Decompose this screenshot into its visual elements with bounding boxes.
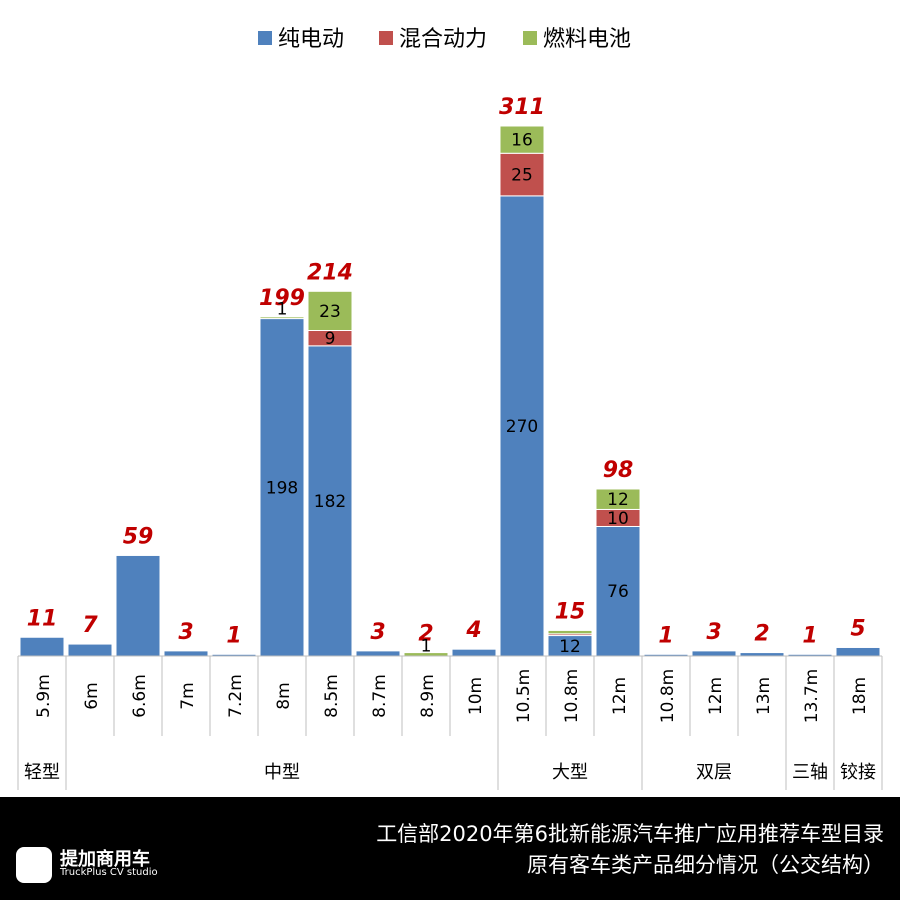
bar-segment	[595, 488, 641, 510]
group-label: 双层	[696, 762, 732, 783]
legend-label: 燃料电池	[543, 27, 631, 52]
category-tick-label: 5.9m	[34, 674, 54, 718]
category-tick-label: 6.6m	[130, 674, 150, 718]
group-label: 轻型	[24, 762, 60, 783]
segment-label: 23	[319, 302, 341, 322]
total-label: 1	[802, 623, 817, 648]
bar-segment	[67, 643, 113, 657]
segment-label: 1	[277, 300, 288, 320]
caption-line-2: 原有客车类产品细分情况（公交结构）	[527, 853, 884, 877]
category-tick-label: 8.5m	[322, 674, 342, 718]
total-label: 3	[370, 620, 385, 645]
segment-label: 198	[266, 478, 298, 498]
segment-label: 182	[314, 492, 346, 512]
category-tick-label: 8m	[274, 682, 294, 709]
logo-badge-icon	[16, 847, 52, 883]
legend-label: 混合动力	[399, 27, 487, 52]
total-label: 5	[850, 616, 865, 641]
total-label: 311	[499, 95, 545, 120]
segment-label: 25	[511, 166, 533, 186]
segment-label: 16	[511, 131, 533, 151]
total-label: 7	[82, 613, 98, 638]
bar-segment	[547, 629, 593, 635]
category-tick-label: 7m	[178, 682, 198, 709]
legend-swatch	[379, 31, 393, 45]
bar-segment	[499, 152, 545, 197]
category-tick-label: 10.8m	[562, 669, 582, 723]
bar-segment	[259, 316, 305, 320]
segment-label: 1	[421, 636, 432, 656]
segment-label: 10	[607, 509, 629, 529]
bar-segment	[259, 318, 305, 657]
category-tick-label: 13.7m	[802, 669, 822, 723]
total-label: 59	[123, 524, 154, 549]
total-label: 2	[754, 622, 769, 647]
total-label: 3	[178, 620, 193, 645]
total-label: 15	[555, 599, 586, 624]
bar-segment	[307, 290, 353, 332]
category-tick-label: 10.5m	[514, 669, 534, 723]
total-label: 3	[706, 620, 721, 645]
bar-segment	[451, 648, 497, 657]
caption: 工信部2020年第6批新能源汽车推广应用推荐车型目录 原有客车类产品细分情况（公…	[376, 819, 884, 881]
logo-en-text: TruckPlus CV studio	[60, 867, 158, 878]
total-label: 11	[27, 606, 58, 631]
segment-label: 76	[607, 582, 629, 602]
caption-line-1: 工信部2020年第6批新能源汽车推广应用推荐车型目录	[376, 822, 884, 846]
bar-segment	[307, 345, 353, 657]
bar-segment	[835, 646, 881, 657]
segment-label: 9	[325, 329, 336, 349]
total-label: 1	[226, 623, 241, 648]
category-tick-label: 8.9m	[418, 674, 438, 718]
category-tick-label: 7.2m	[226, 674, 246, 718]
category-tick-label: 12m	[706, 677, 726, 715]
bar-segment	[355, 650, 401, 657]
bar-segment	[499, 125, 545, 154]
bar-segment	[115, 554, 161, 657]
segment-label: 270	[506, 417, 538, 437]
total-label: 199	[259, 286, 305, 311]
group-label: 大型	[552, 762, 588, 783]
total-label: 98	[603, 458, 634, 483]
legend-swatch	[258, 31, 272, 45]
total-label: 214	[307, 260, 353, 285]
category-tick-label: 10m	[466, 677, 486, 715]
legend-swatch	[523, 31, 537, 45]
category-tick-label: 10.8m	[658, 669, 678, 723]
bar-segment	[19, 636, 65, 657]
segment-label: 12	[607, 490, 629, 510]
group-label: 铰接	[840, 762, 876, 783]
bar-segment	[163, 650, 209, 657]
category-tick-label: 6m	[82, 682, 102, 709]
footer-banner: 提加商用车 TruckPlus CV studio 工信部2020年第6批新能源…	[0, 797, 900, 900]
bar-segment	[499, 195, 545, 657]
logo-cn-text: 提加商用车	[60, 849, 150, 870]
total-label: 2	[418, 622, 433, 647]
category-tick-label: 13m	[754, 677, 774, 715]
category-tick-label: 8.7m	[370, 674, 390, 718]
legend-label: 纯电动	[278, 27, 344, 52]
category-tick-label: 12m	[610, 677, 630, 715]
group-label: 中型	[264, 762, 300, 783]
total-label: 1	[658, 623, 673, 648]
category-tick-label: 18m	[850, 677, 870, 715]
segment-label: 12	[559, 637, 581, 657]
bar-segment	[739, 652, 785, 657]
bar-segment	[691, 650, 737, 657]
total-label: 4	[465, 618, 481, 643]
group-label: 三轴	[792, 762, 828, 783]
bar-segment	[595, 525, 641, 657]
